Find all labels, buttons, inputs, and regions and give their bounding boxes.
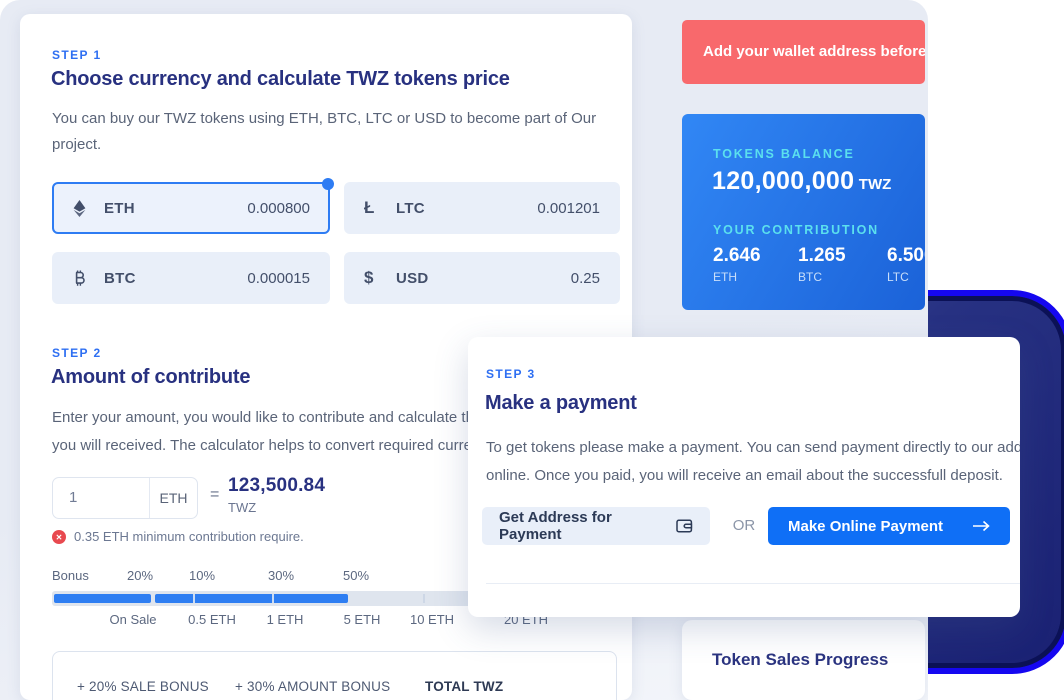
currency-code: BTC — [104, 269, 136, 287]
currency-option-usd[interactable]: $ USD 0.25 — [344, 252, 620, 304]
bonus-progress-segment — [54, 594, 151, 603]
contribution-btc: 1.265 BTC — [798, 245, 846, 284]
step1-label: STEP 1 — [52, 48, 102, 62]
arrow-right-icon — [972, 520, 990, 532]
threshold-05eth: 0.5 ETH — [188, 612, 236, 627]
tokens-balance-card: TOKENS BALANCE 120,000,000 TWZ YOUR CONT… — [682, 114, 925, 310]
step2-title: Amount of contribute — [51, 366, 251, 388]
track-tick — [423, 594, 425, 603]
get-address-button[interactable]: Get Address for Payment — [482, 507, 710, 545]
make-online-payment-label: Make Online Payment — [788, 517, 944, 535]
ltc-icon: Ł — [364, 198, 375, 217]
track-tick — [272, 594, 274, 603]
step3-title: Make a payment — [485, 392, 637, 414]
eth-icon — [72, 199, 94, 217]
btc-icon — [72, 270, 94, 287]
total-twz-summary: TOTAL TWZ — [425, 679, 504, 694]
equals-sign: = — [210, 486, 220, 503]
currency-code: ETH — [104, 199, 135, 217]
or-separator: OR — [732, 517, 756, 534]
bonus-percent-4: 50% — [343, 568, 370, 583]
currency-rate: 0.000800 — [247, 199, 310, 217]
contribution-value: 2.646 — [713, 245, 761, 266]
currency-rate: 0.25 — [570, 269, 600, 287]
contribution-value: 1.265 — [798, 245, 846, 266]
currency-rate: 0.001201 — [537, 199, 600, 217]
bonus-percent-2: 10% — [189, 568, 216, 583]
bonus-percent-1: 20% — [127, 568, 154, 583]
step2-description-line2: you will received. The calculator helps … — [52, 437, 601, 454]
step3-description-line1: To get tokens please make a payment. You… — [486, 439, 1020, 456]
contribution-label: YOUR CONTRIBUTION — [713, 223, 880, 237]
wallet-alert-banner[interactable]: Add your wallet address before buying — [682, 20, 925, 84]
tokens-balance-label: TOKENS BALANCE — [713, 147, 855, 161]
step1-description: You can buy our TWZ tokens using ETH, BT… — [52, 110, 597, 153]
converted-amount: 123,500.84 — [228, 475, 326, 496]
tokens-balance-unit: TWZ — [858, 176, 892, 193]
track-tick — [193, 594, 195, 603]
contribution-currency: ETH — [713, 270, 737, 284]
currency-option-ltc[interactable]: Ł LTC 0.001201 — [344, 182, 620, 234]
step3-description-line2: online. Once you paid, you will receive … — [486, 467, 1003, 484]
selected-indicator-dot — [322, 178, 334, 190]
wallet-alert-message: Add your wallet address before buying — [703, 43, 925, 60]
bonus-summary-box: + 20% SALE BONUS + 30% AMOUNT BONUS TOTA… — [52, 651, 617, 700]
currency-option-eth[interactable]: ETH 0.000800 — [52, 178, 334, 234]
step2-description-line1: Enter your amount, you would like to con… — [52, 409, 602, 426]
threshold-5eth: 5 ETH — [343, 612, 381, 627]
card-divider — [486, 583, 1020, 584]
threshold-10eth: 10 ETH — [409, 612, 455, 627]
step1-title: Choose currency and calculate TWZ tokens… — [51, 68, 510, 90]
token-sales-progress-title: Token Sales Progress — [712, 650, 889, 669]
amount-currency-suffix: ETH — [149, 478, 197, 518]
bonus-progress-segment — [155, 594, 348, 603]
currency-rate: 0.000015 — [247, 269, 310, 287]
get-address-button-label: Get Address for Payment — [499, 509, 612, 543]
bonus-percent-3: 30% — [268, 568, 295, 583]
converted-unit: TWZ — [228, 500, 257, 515]
make-online-payment-button[interactable]: Make Online Payment — [768, 507, 1010, 545]
bonus-label: Bonus — [52, 568, 89, 583]
currency-code: USD — [396, 269, 429, 287]
threshold-1eth: 1 ETH — [266, 612, 304, 627]
threshold-on-sale: On Sale — [109, 612, 157, 627]
usd-icon: $ — [364, 268, 374, 287]
amount-input[interactable]: 1 ETH — [52, 477, 198, 519]
contribution-currency: LTC — [887, 270, 909, 284]
error-icon: ✕ — [52, 530, 66, 544]
amount-bonus-summary: + 30% AMOUNT BONUS — [235, 679, 391, 694]
step3-label: STEP 3 — [486, 367, 536, 381]
tokens-balance-value: 120,000,000 — [712, 167, 855, 195]
wallet-icon — [676, 519, 693, 533]
token-sales-progress-card: Token Sales Progress — [682, 620, 925, 700]
contribution-currency: BTC — [798, 270, 822, 284]
contribution-value: 6.500 — [887, 245, 925, 266]
step2-label: STEP 2 — [52, 346, 102, 360]
currency-code: LTC — [396, 199, 425, 217]
contribution-eth: 2.646 ETH — [713, 245, 761, 284]
currency-option-btc[interactable]: BTC 0.000015 — [52, 252, 330, 304]
make-payment-card: STEP 3 Make a payment To get tokens plea… — [468, 337, 1020, 617]
sale-bonus-summary: + 20% SALE BONUS — [77, 679, 209, 694]
amount-value[interactable]: 1 — [69, 489, 78, 506]
contribution-ltc: 6.500 LTC — [887, 245, 925, 284]
minimum-contribution-error: 0.35 ETH minimum contribution require. — [74, 529, 304, 544]
